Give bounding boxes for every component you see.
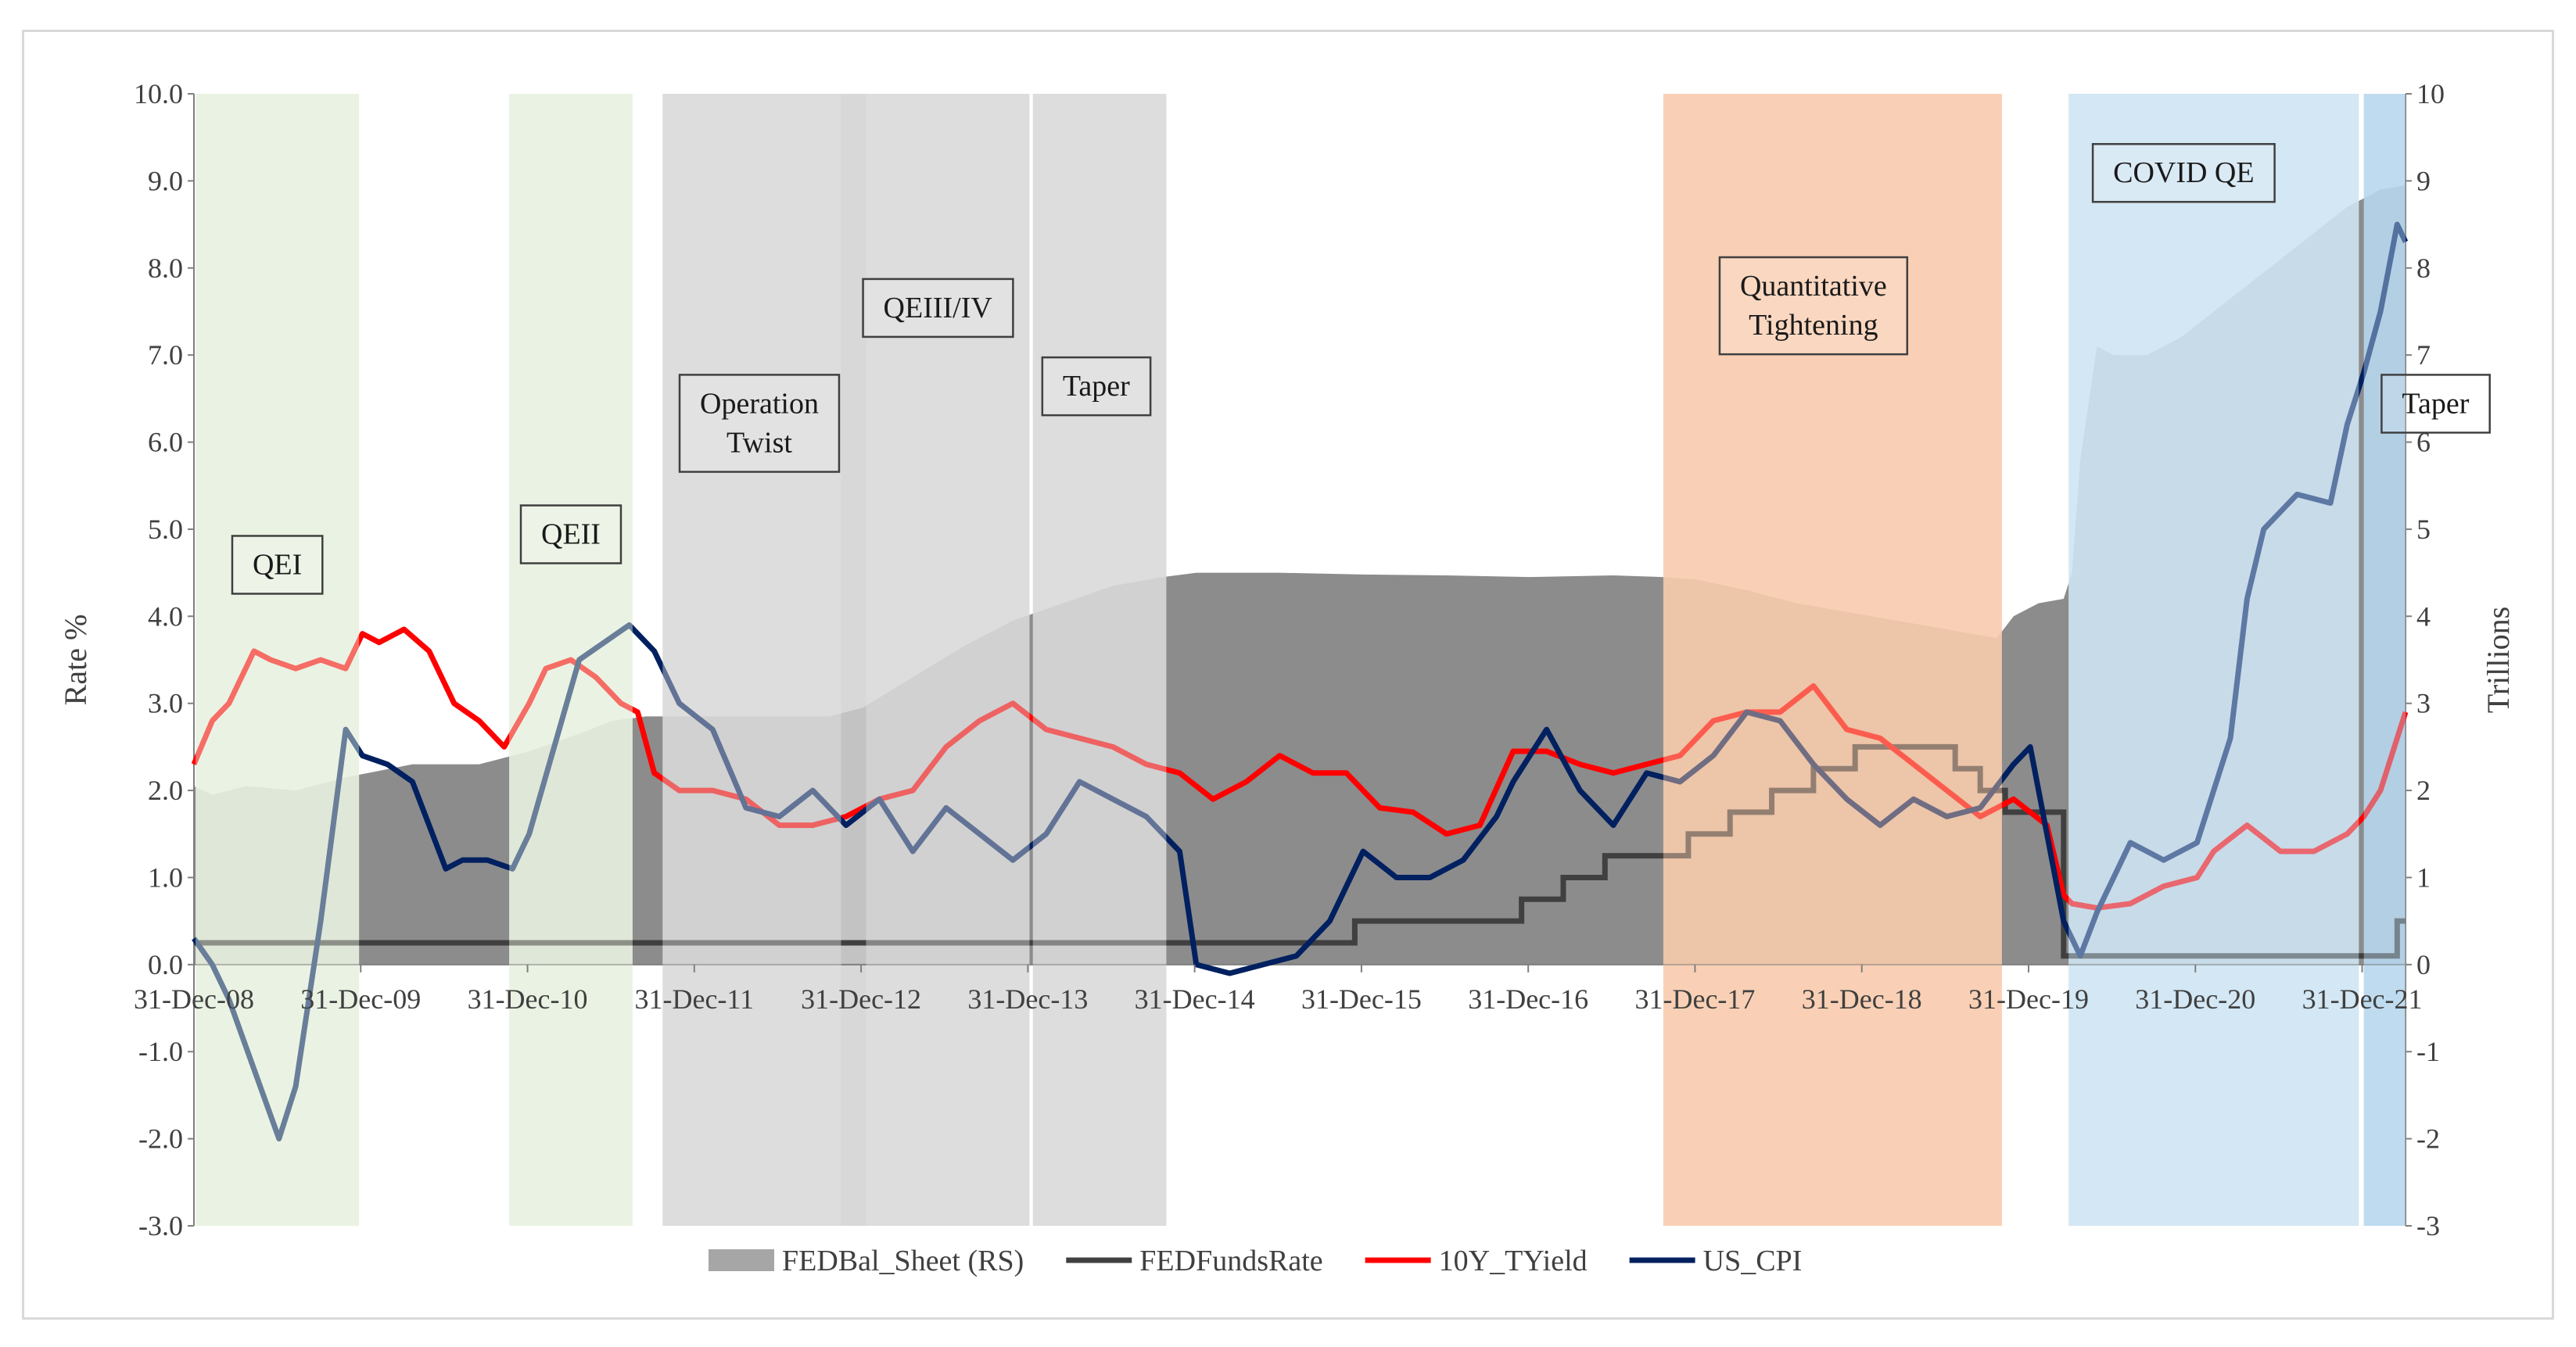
period-label-box [678,374,841,473]
period-band-3 [841,94,866,1226]
period-label-box [519,504,622,564]
right-tick-label: 0 [2416,949,2431,980]
left-tick-label: 5.0 [148,514,183,545]
period-label-text: Taper [2402,387,2469,420]
period-overlay-4 [866,94,1030,1226]
left-tick-label: -2.0 [138,1123,183,1155]
left-tick-label: 7.0 [148,339,183,371]
period-overlay-1 [509,94,633,1226]
period-label-box [231,535,324,595]
right-tick-label: 4 [2416,600,2431,632]
left-tick-label: 2.0 [148,775,183,806]
left-tick-label: -3.0 [138,1210,183,1241]
period-label-text: Operation [700,387,819,420]
period-label-text: QEI [253,548,302,581]
x-tick-label: 31-Dec-17 [1634,983,1755,1015]
fed-funds-rate-line [194,743,2406,959]
right-tick-label: 2 [2416,775,2431,806]
period-band-2 [662,94,841,1226]
period-overlay-7 [2068,94,2359,1226]
x-tick-label: 31-Dec-16 [1468,983,1588,1015]
period-label-text: Twist [727,427,792,460]
legend-label: US_CPI [1703,1245,1803,1277]
10y-treasury-yield-line [191,626,2409,911]
x-tick-label: 31-Dec-18 [1802,983,1922,1015]
legend-label: FEDBal_Sheet (RS) [782,1245,1024,1277]
right-tick-label: 8 [2416,253,2431,284]
left-tick-label: -1.0 [138,1036,183,1067]
period-band-7 [2068,94,2359,1226]
right-tick-label: 7 [2416,339,2431,371]
x-tick-label: 31-Dec-11 [635,983,755,1015]
period-label-text: Quantitative [1740,270,1887,303]
period-label-text: QEII [541,518,601,550]
period-label-box [1718,256,1909,356]
left-tick-label: 0.0 [148,949,183,980]
period-label-box [2380,374,2491,434]
left-tick-label: 10.0 [134,78,183,109]
left-tick-label: 9.0 [148,165,183,196]
period-label-text: Taper [1063,370,1130,403]
period-label-text: QEIII/IV [884,292,993,324]
period-label-text: COVID QE [2113,156,2254,189]
right-axis-title: Trillions [2481,607,2516,713]
period-overlay-5 [1032,94,1167,1226]
left-axis-title: Rate % [58,614,93,706]
left-tick-label: 6.0 [148,427,183,458]
period-overlay-0 [196,94,360,1226]
left-tick-label: 8.0 [148,253,183,284]
x-tick-label: 31-Dec-09 [300,983,421,1015]
legend-label: 10Y_TYield [1439,1245,1588,1277]
right-tick-label: 10 [2416,78,2445,109]
x-tick-label: 31-Dec-13 [967,983,1088,1015]
left-tick-label: 3.0 [148,688,183,719]
period-band-5 [1032,94,1167,1226]
period-band-4 [866,94,1030,1226]
left-tick-label: 4.0 [148,600,183,632]
x-tick-label: 31-Dec-21 [2302,983,2423,1015]
x-tick-label: 31-Dec-15 [1301,983,1422,1015]
left-tick-label: 1.0 [148,862,183,893]
x-tick-label: 31-Dec-19 [1968,983,2089,1015]
x-tick-label: 31-Dec-08 [134,983,254,1015]
right-tick-label: -2 [2416,1123,2440,1155]
period-label-box [1041,356,1152,417]
period-label-text: Tightening [1749,309,1878,342]
legend-label: FEDFundsRate [1139,1245,1322,1277]
x-tick-label: 31-Dec-12 [801,983,921,1015]
right-tick-label: 3 [2416,688,2431,719]
legend-swatch [709,1249,774,1271]
x-tick-label: 31-Dec-10 [468,983,588,1015]
x-tick-label: 31-Dec-14 [1135,983,1255,1015]
period-label-box [862,278,1014,339]
right-tick-label: 6 [2416,427,2431,458]
us-cpi-line [192,221,2409,1142]
right-tick-label: -3 [2416,1210,2440,1241]
period-label-box [2091,142,2276,203]
period-overlay-2 [662,94,841,1226]
right-tick-label: 1 [2416,862,2431,893]
period-overlay-8 [2363,94,2406,1226]
right-tick-label: -1 [2416,1036,2440,1067]
right-tick-label: 5 [2416,514,2431,545]
right-tick-label: 9 [2416,165,2431,196]
x-tick-label: 31-Dec-20 [2135,983,2255,1015]
